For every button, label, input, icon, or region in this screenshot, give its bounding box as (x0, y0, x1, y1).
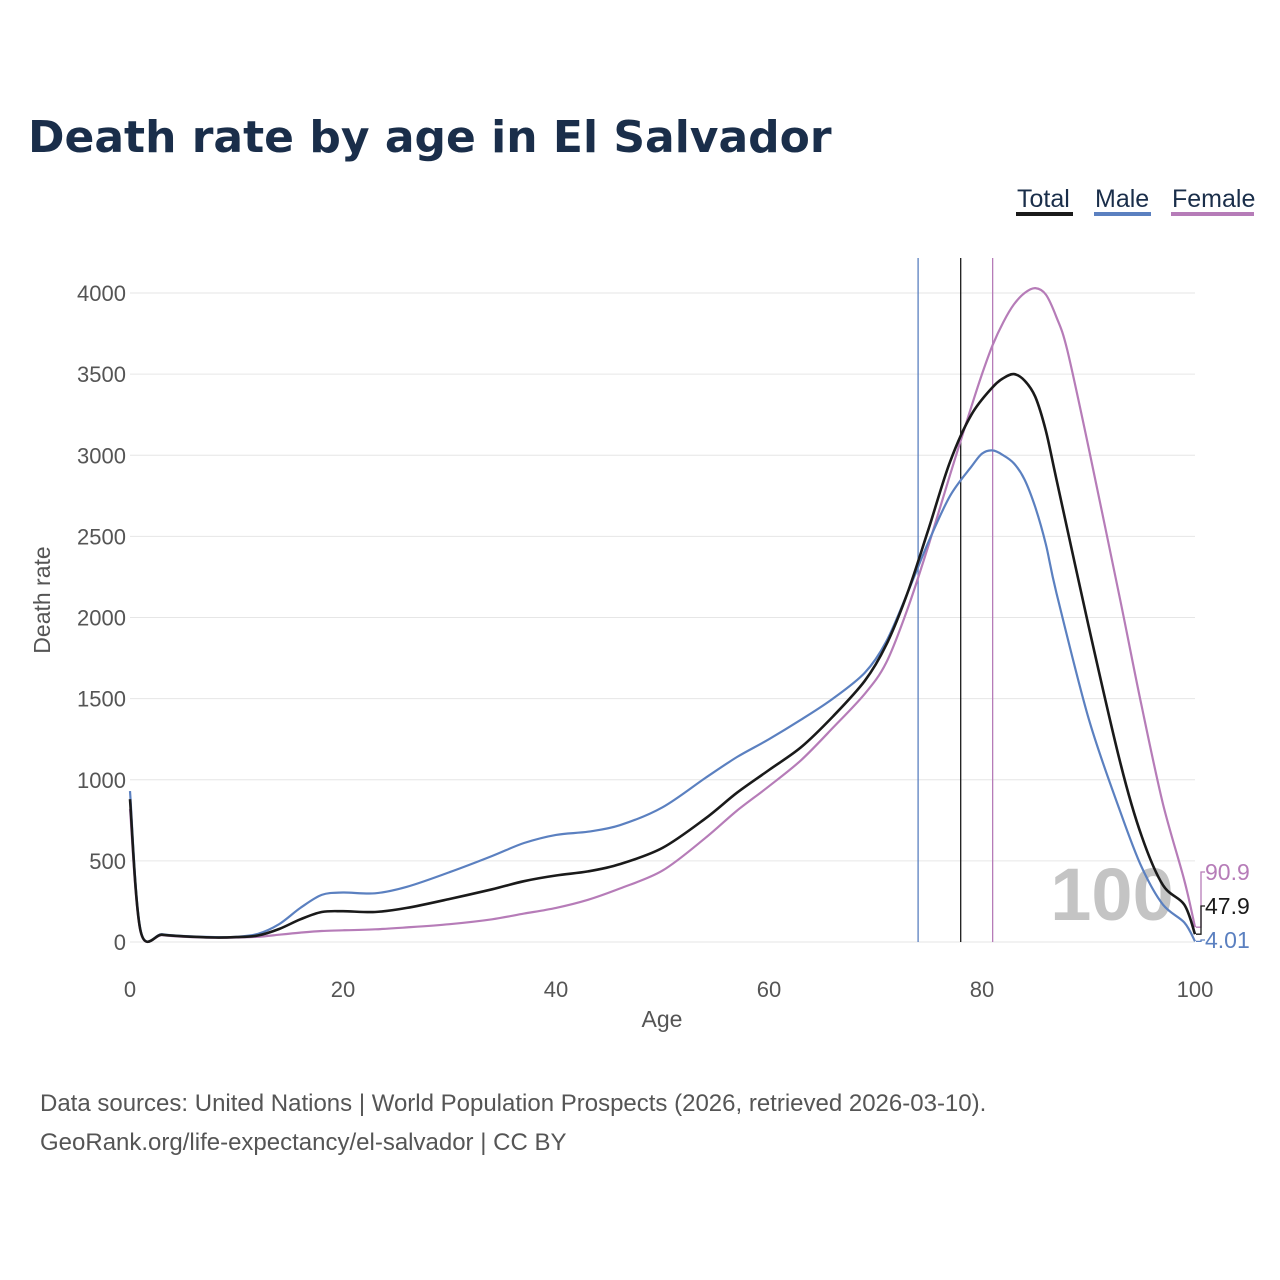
y-tick-label: 1000 (77, 768, 126, 793)
series-lines (128, 287, 1197, 944)
grid (130, 292, 1195, 943)
legend-label-female: Female (1172, 185, 1255, 213)
y-axis-label: Death rate (29, 546, 55, 653)
x-tick-label: 80 (970, 977, 994, 1002)
end-label-leader-male (1196, 939, 1205, 943)
y-tick-label: 2500 (77, 524, 126, 549)
x-tick-label: 20 (331, 977, 355, 1002)
series-line-total (128, 372, 1197, 944)
reference-lines (917, 258, 994, 942)
legend-label-male: Male (1095, 185, 1149, 213)
end-label-leader-female (1196, 871, 1205, 928)
legend-swatch-male (1094, 212, 1151, 216)
end-label-leader-total (1196, 905, 1205, 935)
x-axis-ticks: 0 20 40 60 80 100 (124, 977, 1213, 1002)
end-label-male: 4.01 (1205, 927, 1250, 953)
y-tick-label: 0 (114, 930, 126, 955)
y-tick-label: 500 (89, 849, 126, 874)
source-note: Data sources: United Nations | World Pop… (40, 1090, 986, 1117)
x-tick-label: 0 (124, 977, 136, 1002)
end-labels: 90.9 47.9 4.01 (1196, 859, 1250, 953)
legend-swatch-total (1016, 212, 1073, 216)
y-tick-label: 2000 (77, 606, 126, 631)
x-tick-label: 40 (544, 977, 568, 1002)
series-line-male (128, 449, 1196, 943)
legend-item-total[interactable]: Total (1016, 185, 1073, 216)
y-tick-label: 4000 (77, 281, 126, 306)
x-tick-label: 100 (1177, 977, 1214, 1002)
chart-title: Death rate by age in El Salvador (28, 112, 832, 163)
x-tick-label: 60 (757, 977, 781, 1002)
y-tick-label: 3000 (77, 443, 126, 468)
end-label-female: 90.9 (1205, 859, 1250, 885)
y-tick-label: 3500 (77, 362, 126, 387)
end-label-total: 47.9 (1205, 893, 1250, 919)
legend-item-male[interactable]: Male (1094, 185, 1151, 216)
legend-swatch-female (1171, 212, 1254, 216)
legend-item-female[interactable]: Female (1171, 185, 1255, 216)
legend: Total Male Female (1016, 185, 1255, 216)
y-axis-ticks: 0 500 1000 1500 2000 2500 3000 3500 4000 (77, 281, 126, 955)
legend-label-total: Total (1017, 185, 1070, 213)
series-line-female (128, 287, 1197, 943)
credit-link[interactable]: GeoRank.org/life-expectancy/el-salvador … (40, 1129, 566, 1156)
y-tick-label: 1500 (77, 687, 126, 712)
x-axis-label: Age (642, 1006, 683, 1032)
